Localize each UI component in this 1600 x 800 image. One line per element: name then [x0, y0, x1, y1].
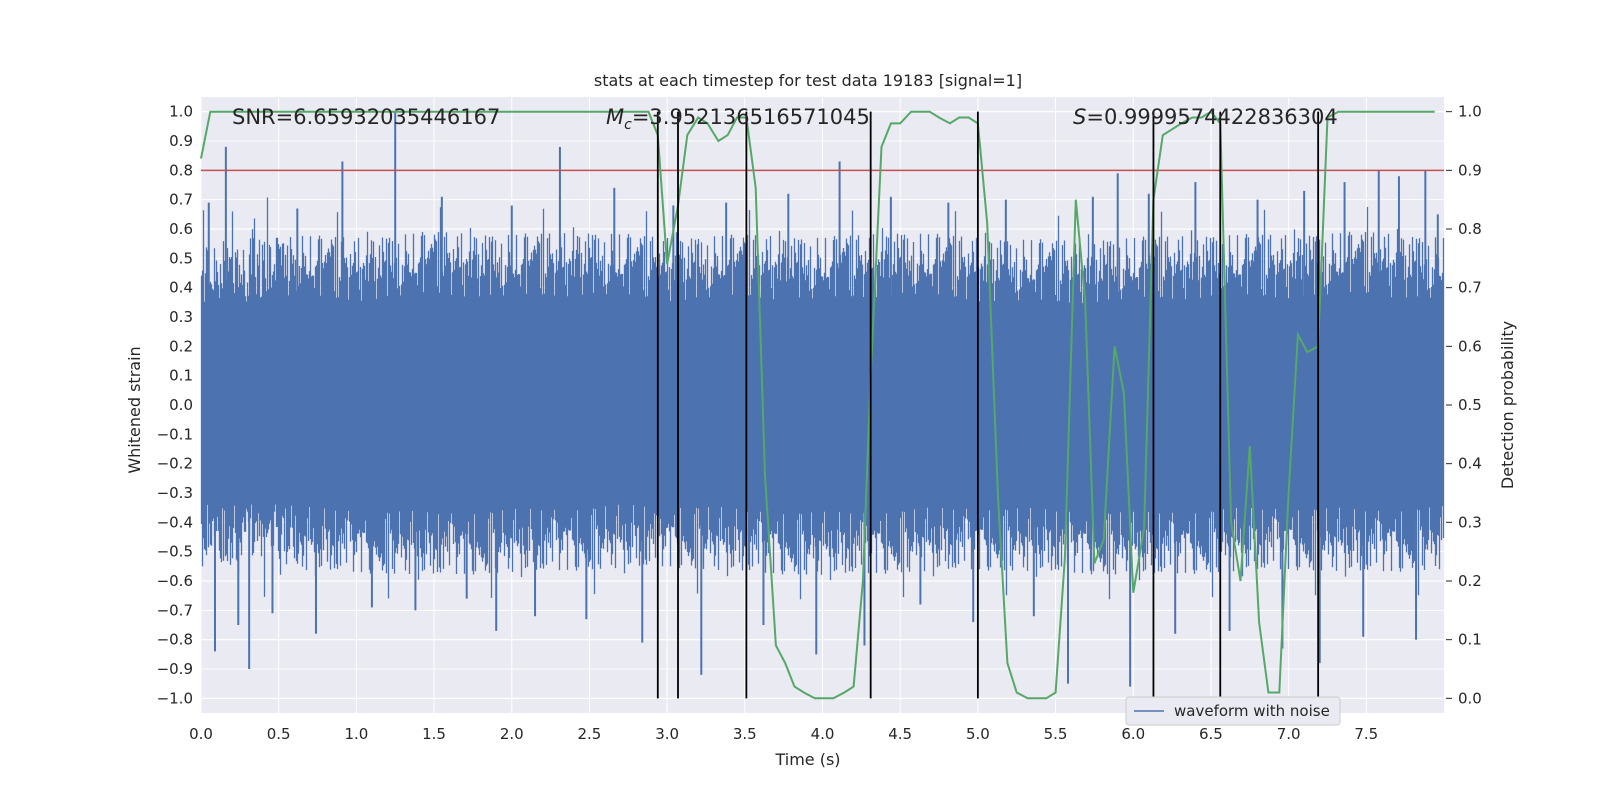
y2-tick-label: 0.1	[1458, 631, 1482, 649]
x-tick-label: 4.0	[811, 725, 835, 743]
significance-value: =0.9999574422836304	[1086, 105, 1337, 129]
y-tick-label: 0.0	[169, 396, 193, 414]
x-tick-label: 5.5	[1044, 725, 1068, 743]
chirp-mass-symbol: M	[606, 105, 624, 129]
y2-tick-label: 0.3	[1458, 513, 1482, 531]
y-tick-label: −0.2	[157, 455, 193, 473]
detection-probability-line	[200, 110, 1435, 700]
significance-symbol: S	[1073, 105, 1086, 129]
chirp-mass-value: =3.952136516571045	[632, 105, 870, 129]
x-tick-label: 6.5	[1199, 725, 1223, 743]
y2-axis-label: Detection probability	[1498, 321, 1517, 489]
legend: waveform with noise	[1125, 696, 1341, 726]
y-tick-label: 0.3	[169, 308, 193, 326]
y-tick-label: −0.9	[157, 660, 193, 678]
snr-annotation: SNR=6.65932035446167	[232, 105, 500, 129]
significance-annotation: S=0.9999574422836304	[1073, 105, 1338, 129]
y-tick-label: −1.0	[157, 689, 193, 707]
y-tick-label: −0.4	[157, 513, 193, 531]
y-tick-label: 0.8	[169, 161, 193, 179]
y-tick-label: 0.2	[169, 337, 193, 355]
y-tick-label: 0.6	[169, 220, 193, 238]
x-tick-label: 0.5	[267, 725, 291, 743]
y2-tick-label: 0.8	[1458, 220, 1482, 238]
y-axis-label: Whitened strain	[125, 346, 144, 473]
x-tick-label: 0.0	[189, 725, 213, 743]
y2-tick-label: 0.5	[1458, 396, 1482, 414]
chirp-mass-subscript: c	[624, 117, 632, 133]
y-tick-label: 1.0	[169, 103, 193, 121]
x-tick-label: 7.5	[1354, 725, 1378, 743]
y2-tick-label: 0.6	[1458, 337, 1482, 355]
y2-tick-label: 0.2	[1458, 572, 1482, 590]
y2-tick-label: 0.4	[1458, 455, 1482, 473]
x-tick-label: 5.0	[966, 725, 990, 743]
y-tick-label: 0.7	[169, 191, 193, 209]
x-tick-label: 1.0	[344, 725, 368, 743]
chirp-mass-annotation: Mc=3.952136516571045	[606, 105, 870, 133]
chart-title: stats at each timestep for test data 191…	[594, 71, 1022, 90]
y-tick-label: 0.1	[169, 367, 193, 385]
y-tick-label: 0.4	[169, 279, 193, 297]
y-tick-label: −0.3	[157, 484, 193, 502]
x-tick-label: 2.5	[578, 725, 602, 743]
x-axis-label: Time (s)	[774, 750, 840, 769]
y-tick-label: −0.6	[157, 572, 193, 590]
y-tick-label: −0.1	[157, 425, 193, 443]
y-tick-label: −0.7	[157, 601, 193, 619]
waveform-trace	[200, 197, 1445, 600]
x-tick-label: 3.0	[655, 725, 679, 743]
x-tick-label: 4.5	[888, 725, 912, 743]
y2-tick-label: 0.9	[1458, 161, 1482, 179]
x-tick-label: 6.0	[1121, 725, 1145, 743]
x-tick-label: 7.0	[1277, 725, 1301, 743]
x-tick-label: 3.5	[733, 725, 757, 743]
y-tick-label: 0.9	[169, 132, 193, 150]
x-tick-label: 2.0	[500, 725, 524, 743]
y-tick-label: −0.5	[157, 543, 193, 561]
legend-box	[1125, 696, 1341, 726]
y2-tick-label: 0.7	[1458, 279, 1482, 297]
x-tick-label: 1.5	[422, 725, 446, 743]
y-tick-label: −0.8	[157, 631, 193, 649]
y2-tick-label: 1.0	[1458, 103, 1482, 121]
y-tick-label: 0.5	[169, 249, 193, 267]
y2-tick-label: 0.0	[1458, 689, 1482, 707]
legend-label: waveform with noise	[1174, 702, 1330, 720]
